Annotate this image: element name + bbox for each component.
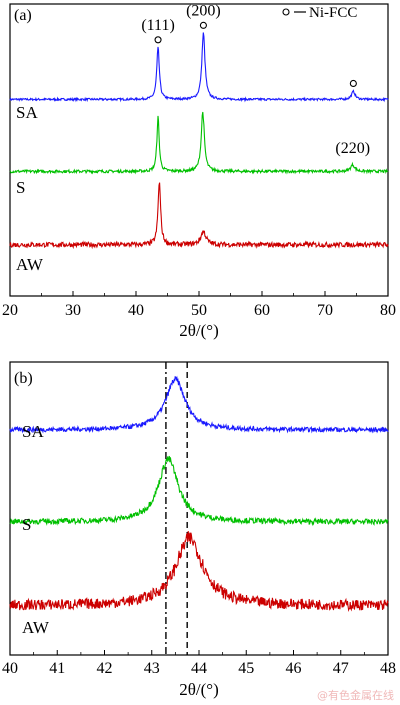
x-tick-label: 80 (380, 302, 396, 319)
x-tick-label: 20 (2, 302, 18, 319)
phase-marker-circle (349, 79, 357, 88)
plot-frame (9, 3, 389, 297)
chart-panel-a: 20 30 40 50 60 70 80 2θ/(°) (a) SA S AW (111) (200) (2… (2, 2, 396, 340)
x-tick-label: 47 (333, 660, 349, 677)
series-label-sa: SA (22, 422, 44, 441)
series-label-aw: AW (22, 618, 50, 637)
plot-frame (9, 361, 389, 656)
x-tick-label: 50 (191, 302, 207, 319)
panel-label: (b) (14, 370, 33, 387)
series-line-sa (9, 32, 389, 103)
phase-marker-circle (154, 36, 162, 44)
x-tick-label: 40 (2, 660, 18, 677)
peak-label: (200) (186, 2, 221, 19)
x-tick-label: 41 (49, 660, 65, 677)
peak-label: (111) (141, 17, 174, 34)
peak-label: (220) (335, 140, 370, 157)
x-tick-label: 43 (144, 660, 160, 677)
series-line-aw (9, 182, 389, 250)
series-label-sa: SA (16, 103, 38, 122)
chart-panel-b: 40 41 42 43 44 45 46 47 48 2θ/(°) (b) SA S AW (2, 361, 396, 699)
series-line-s (9, 455, 389, 527)
x-tick-label: 40 (128, 302, 144, 319)
x-tick-label: 48 (380, 660, 396, 677)
legend-circle-marker (282, 8, 290, 16)
watermark: @有色金属在线 (317, 689, 394, 702)
x-tick-label: 46 (286, 660, 302, 677)
series-line-s (9, 111, 389, 175)
series-line-aw (9, 531, 389, 612)
series-label-s: S (22, 515, 31, 534)
x-tick-label: 30 (65, 302, 81, 319)
x-tick-label: 42 (97, 660, 113, 677)
x-axis-label: 2θ/(°) (179, 321, 219, 340)
series-label-aw: AW (16, 255, 44, 274)
x-tick-label: 45 (238, 660, 254, 677)
x-tick-label: 44 (191, 660, 207, 677)
panel-label: (a) (14, 7, 32, 24)
x-tick-label: 60 (254, 302, 270, 319)
legend-text: Ni-FCC (309, 5, 357, 21)
phase-marker-circle (199, 21, 207, 29)
series-line-sa (9, 375, 389, 434)
x-tick-label: 70 (317, 302, 333, 319)
series-label-s: S (16, 178, 25, 197)
x-axis-label: 2θ/(°) (179, 680, 219, 699)
